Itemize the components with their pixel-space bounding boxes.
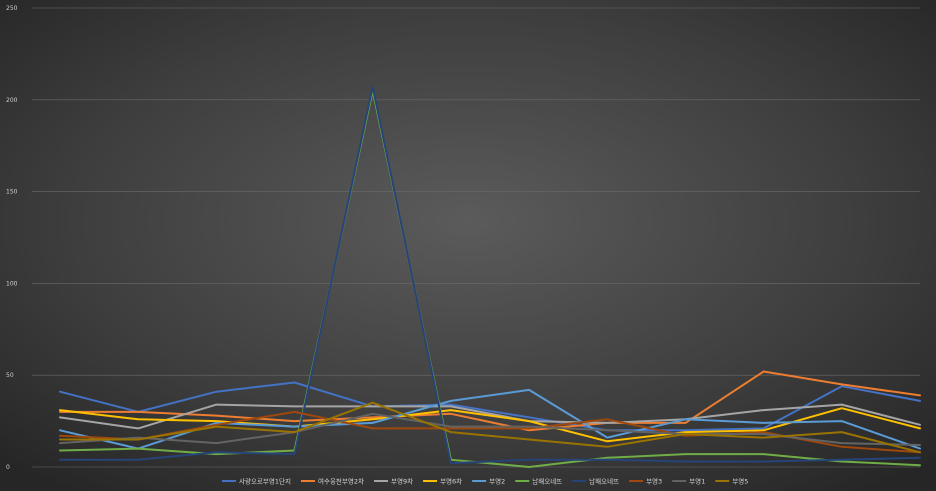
legend-item-3: 부영9차 <box>373 477 413 486</box>
legend-label: 부영9차 <box>391 477 413 486</box>
legend-item-1: 사량오로부영1단지 <box>222 477 291 486</box>
gridlines <box>32 7 920 468</box>
y-tick-label: 150 <box>6 189 18 196</box>
series-line-1 <box>59 381 921 432</box>
legend-label: 부영2 <box>489 477 505 486</box>
series-lines <box>59 85 921 468</box>
series-line-9 <box>59 412 921 446</box>
y-tick-label: 50 <box>6 372 14 379</box>
y-tick-label: 0 <box>6 464 10 471</box>
legend-label: 부영5 <box>732 477 748 486</box>
legend: 사량오로부영1단지 여수웅천부영2차 부영9차 부영6차 부영2 남해오네뜨 남해오네뜨 부영… <box>222 477 748 486</box>
legend-label: 부영3 <box>646 477 662 486</box>
legend-label: 부영6차 <box>440 477 462 486</box>
legend-label: 여수웅천부영2차 <box>318 477 364 486</box>
series-line-2 <box>59 370 921 432</box>
legend-item-4: 부영6차 <box>423 477 462 486</box>
series-line-7 <box>59 85 921 465</box>
legend-item-2: 여수웅천부영2차 <box>300 477 364 486</box>
legend-label: 사량오로부영1단지 <box>239 477 291 486</box>
series-line-10 <box>59 401 921 454</box>
y-axis-ticks: 0 50 100 150 200 250 <box>6 5 18 471</box>
legend-item-10: 부영5 <box>715 477 748 486</box>
legend-label: 남해오네뜨 <box>532 477 562 486</box>
legend-label: 남해오네뜨 <box>589 477 619 486</box>
y-tick-label: 100 <box>6 280 18 287</box>
legend-item-9: 부영1 <box>672 477 705 486</box>
series-line-4 <box>59 407 921 443</box>
y-tick-label: 250 <box>6 5 18 12</box>
series-line-3 <box>59 403 921 430</box>
y-tick-label: 200 <box>6 97 18 104</box>
legend-item-7: 남해오네뜨 <box>572 477 619 486</box>
legend-label: 부영1 <box>689 477 705 486</box>
legend-item-8: 부영3 <box>629 477 662 486</box>
legend-item-6: 남해오네뜨 <box>515 477 562 486</box>
legend-item-5: 부영2 <box>472 477 505 486</box>
